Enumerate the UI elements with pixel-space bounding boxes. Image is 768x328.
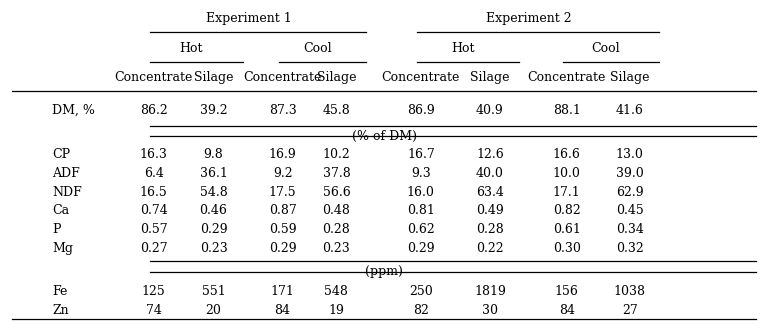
Text: 1819: 1819 [474,285,506,298]
Text: Silage: Silage [610,71,650,84]
Text: 0.48: 0.48 [323,204,350,217]
Text: 1038: 1038 [614,285,646,298]
Text: 9.3: 9.3 [411,167,431,180]
Text: 16.5: 16.5 [140,186,167,198]
Text: 84: 84 [275,304,290,317]
Text: 17.5: 17.5 [269,186,296,198]
Text: 0.57: 0.57 [140,223,167,236]
Text: 27: 27 [622,304,637,317]
Text: Silage: Silage [316,71,356,84]
Text: 40.9: 40.9 [476,104,504,116]
Text: 88.1: 88.1 [553,104,581,116]
Text: 40.0: 40.0 [476,167,504,180]
Text: 0.34: 0.34 [616,223,644,236]
Text: ADF: ADF [52,167,80,180]
Text: 0.30: 0.30 [553,242,581,255]
Text: 10.0: 10.0 [553,167,581,180]
Text: Zn: Zn [52,304,69,317]
Text: 9.2: 9.2 [273,167,293,180]
Text: 74: 74 [146,304,161,317]
Text: 0.87: 0.87 [269,204,296,217]
Text: 87.3: 87.3 [269,104,296,116]
Text: 0.29: 0.29 [200,223,227,236]
Text: 10.2: 10.2 [323,148,350,161]
Text: 0.32: 0.32 [616,242,644,255]
Text: 63.4: 63.4 [476,186,504,198]
Text: 0.62: 0.62 [407,223,435,236]
Text: 0.81: 0.81 [407,204,435,217]
Text: 0.59: 0.59 [269,223,296,236]
Text: Cool: Cool [303,42,332,55]
Text: Fe: Fe [52,285,68,298]
Text: 551: 551 [202,285,225,298]
Text: 54.8: 54.8 [200,186,227,198]
Text: 171: 171 [270,285,295,298]
Text: 0.23: 0.23 [200,242,227,255]
Text: 45.8: 45.8 [323,104,350,116]
Text: Concentrate: Concentrate [528,71,606,84]
Text: 156: 156 [554,285,579,298]
Text: Experiment 2: Experiment 2 [486,12,572,25]
Text: 0.45: 0.45 [616,204,644,217]
Text: 86.2: 86.2 [140,104,167,116]
Text: 17.1: 17.1 [553,186,581,198]
Text: 39.0: 39.0 [616,167,644,180]
Text: (% of DM): (% of DM) [352,130,416,143]
Text: Experiment 1: Experiment 1 [206,12,292,25]
Text: 0.28: 0.28 [323,223,350,236]
Text: P: P [52,223,61,236]
Text: 19: 19 [329,304,344,317]
Text: Cool: Cool [591,42,621,55]
Text: 84: 84 [559,304,574,317]
Text: 16.3: 16.3 [140,148,167,161]
Text: 20: 20 [206,304,221,317]
Text: 30: 30 [482,304,498,317]
Text: 41.6: 41.6 [616,104,644,116]
Text: 0.28: 0.28 [476,223,504,236]
Text: 37.8: 37.8 [323,167,350,180]
Text: 0.29: 0.29 [407,242,435,255]
Text: 39.2: 39.2 [200,104,227,116]
Text: 0.82: 0.82 [553,204,581,217]
Text: Hot: Hot [180,42,203,55]
Text: Silage: Silage [194,71,233,84]
Text: Concentrate: Concentrate [243,71,322,84]
Text: 13.0: 13.0 [616,148,644,161]
Text: 0.46: 0.46 [200,204,227,217]
Text: 12.6: 12.6 [476,148,504,161]
Text: 16.7: 16.7 [407,148,435,161]
Text: 36.1: 36.1 [200,167,227,180]
Text: Concentrate: Concentrate [382,71,460,84]
Text: 0.61: 0.61 [553,223,581,236]
Text: 0.74: 0.74 [140,204,167,217]
Text: 0.27: 0.27 [140,242,167,255]
Text: Silage: Silage [470,71,510,84]
Text: 86.9: 86.9 [407,104,435,116]
Text: CP: CP [52,148,71,161]
Text: 56.6: 56.6 [323,186,350,198]
Text: 548: 548 [324,285,349,298]
Text: 0.22: 0.22 [476,242,504,255]
Text: 0.49: 0.49 [476,204,504,217]
Text: 0.23: 0.23 [323,242,350,255]
Text: 9.8: 9.8 [204,148,223,161]
Text: 82: 82 [413,304,429,317]
Text: 16.0: 16.0 [407,186,435,198]
Text: DM, %: DM, % [52,104,95,116]
Text: 0.29: 0.29 [269,242,296,255]
Text: 6.4: 6.4 [144,167,164,180]
Text: Ca: Ca [52,204,69,217]
Text: NDF: NDF [52,186,82,198]
Text: Mg: Mg [52,242,73,255]
Text: 16.6: 16.6 [553,148,581,161]
Text: 16.9: 16.9 [269,148,296,161]
Text: 250: 250 [409,285,432,298]
Text: 62.9: 62.9 [616,186,644,198]
Text: (ppm): (ppm) [365,265,403,278]
Text: Concentrate: Concentrate [114,71,193,84]
Text: Hot: Hot [452,42,475,55]
Text: 125: 125 [142,285,165,298]
